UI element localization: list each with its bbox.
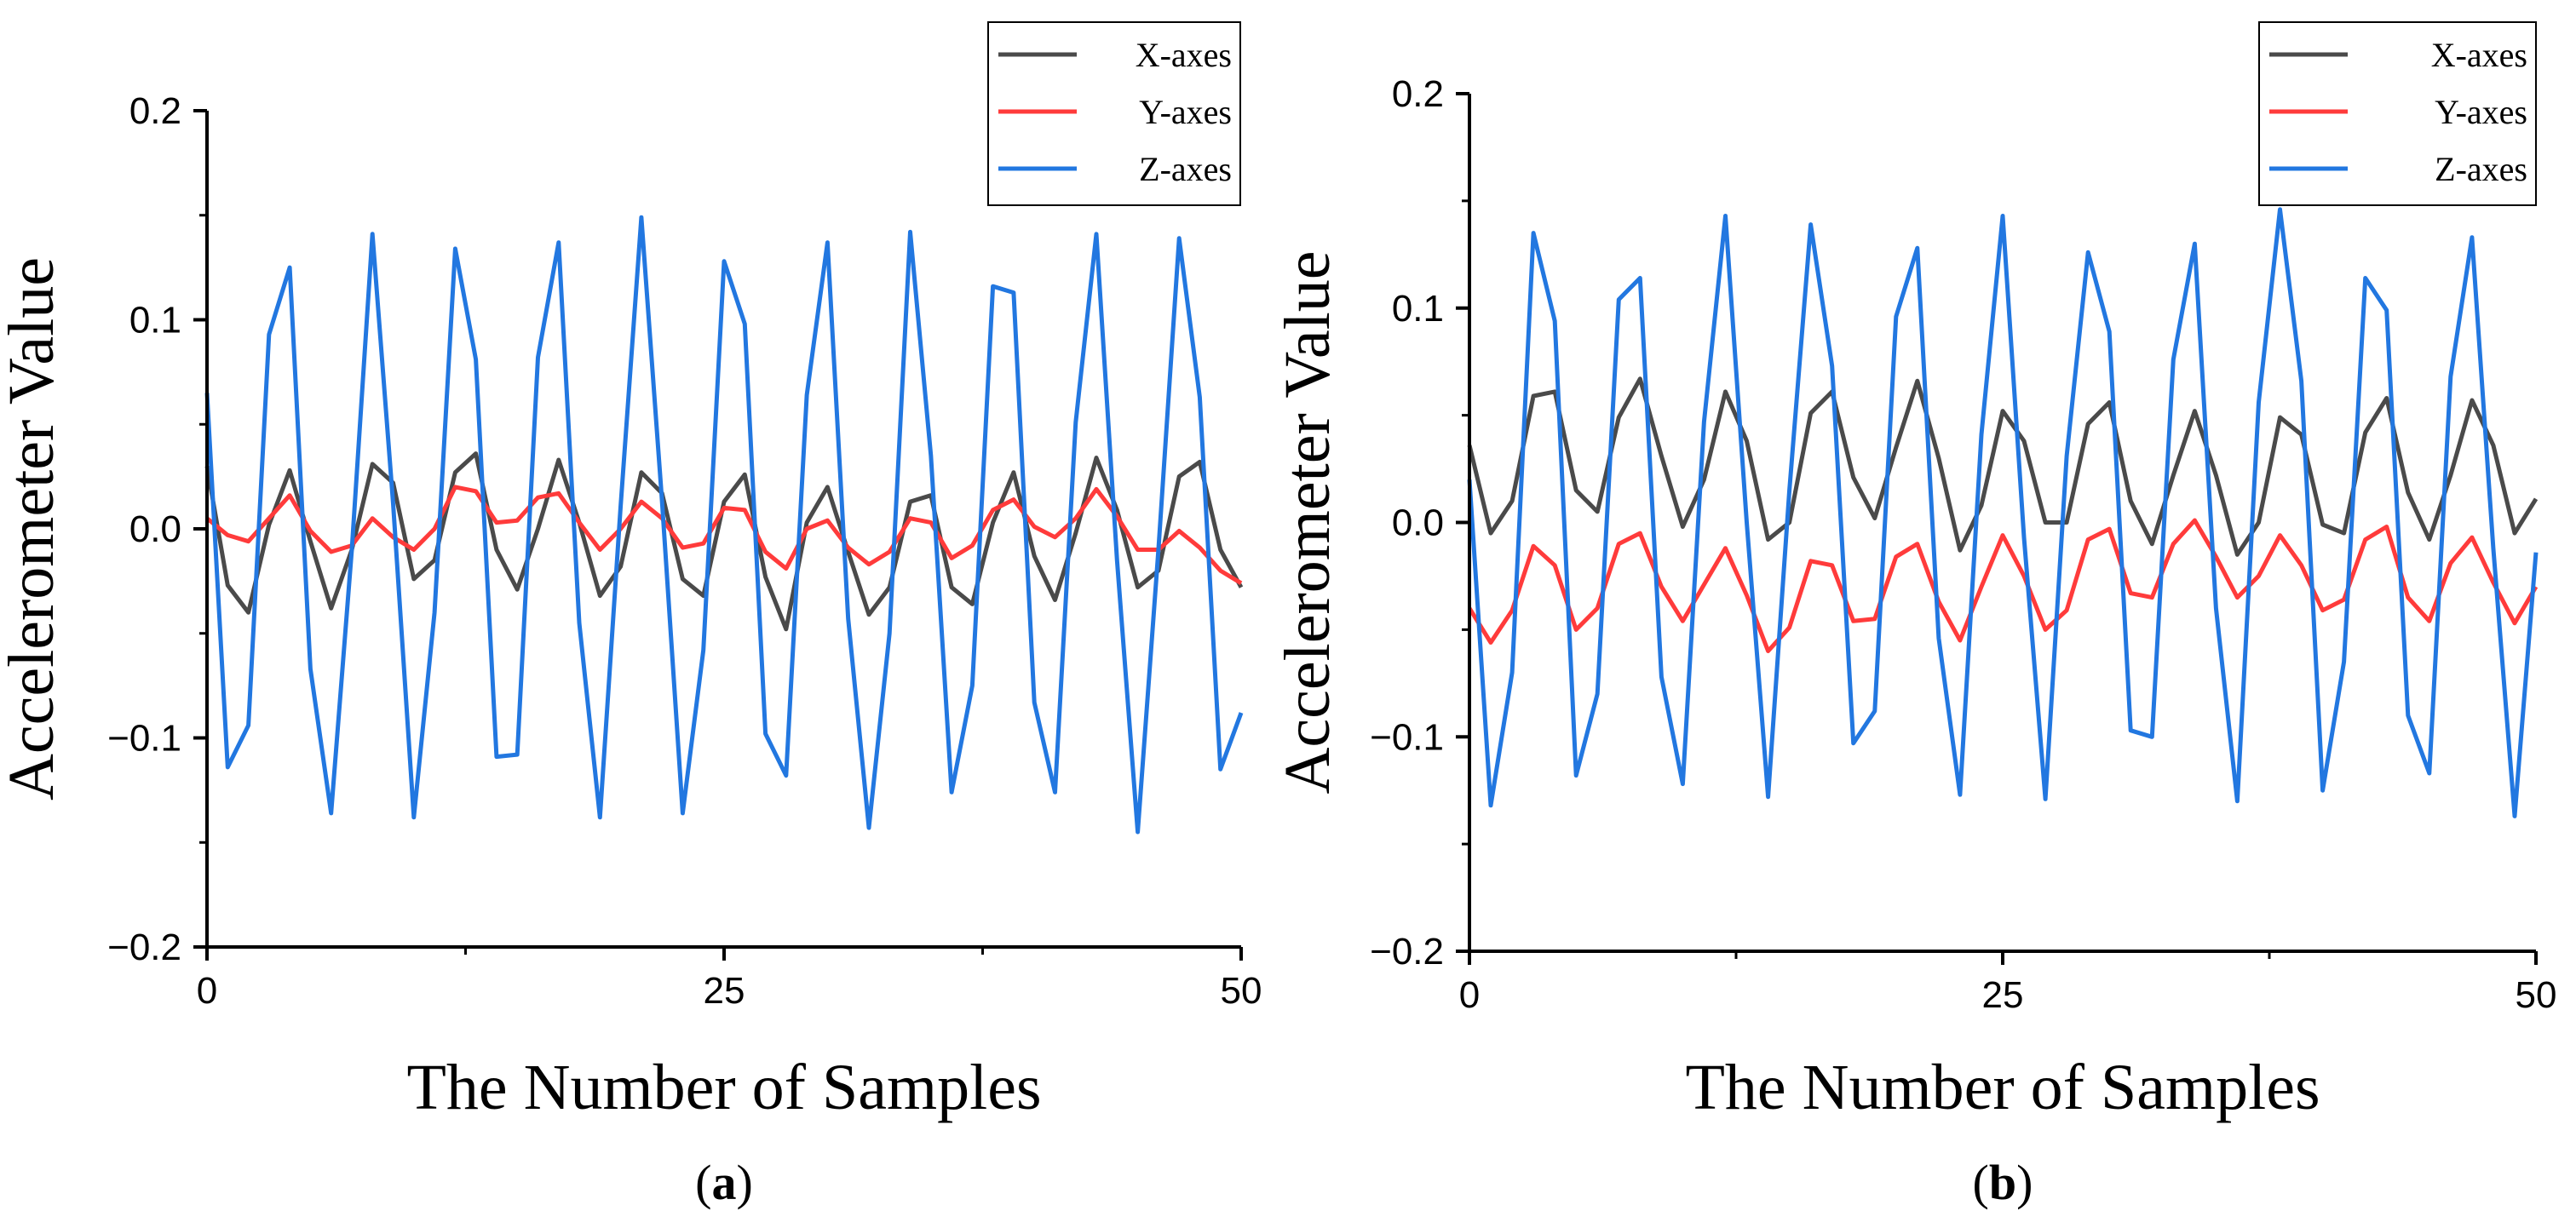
series-line-z-axes [1467,207,2539,818]
series-line-y-axes [1467,518,2539,653]
panel-label-letter: b [1989,1155,2016,1210]
y-tick-label: 0.1 [1392,288,1444,330]
y-tick-label: 0.0 [1392,502,1444,544]
x-tick-label: 50 [1221,970,1262,1012]
legend-label: X-axes [1136,36,1232,74]
x-tick-label: 50 [2516,974,2557,1016]
series-line-x-axes [1467,376,2539,557]
y-tick-label: 0.1 [129,300,181,341]
x-axis-title: The Number of Samples [406,1052,1041,1123]
x-tick-label: 25 [704,970,745,1012]
panel-label-open-paren: ( [1973,1155,1989,1210]
series-line-x-axes [204,451,1244,632]
y-axis-title: Accelerometer Value [0,257,67,800]
panel-label-letter: a [712,1155,737,1210]
x-axis-title: The Number of Samples [1685,1052,2320,1123]
legend-label: Y-axes [1139,93,1232,131]
x-tick-label: 0 [197,970,217,1012]
legend-label: Z-axes [2435,150,2527,188]
series-line-z-axes [204,215,1244,835]
y-tick-label: −0.1 [107,718,181,760]
y-tick-label: 0.2 [129,90,181,132]
y-tick-label: −0.1 [1370,716,1444,758]
panel-label-open-paren: ( [695,1155,711,1210]
legend-label: Z-axes [1139,150,1232,188]
panel-label-close-paren: ) [2016,1155,2033,1210]
y-tick-label: −0.2 [107,927,181,968]
panel-a: −0.2 −0.1 0.0 0.1 0.2 0 25 50 The Number of Samp… [0,21,1262,1210]
x-tick-label: 25 [1982,974,2024,1016]
y-tick-label: 0.0 [129,508,181,550]
legend-label: Y-axes [2435,93,2527,131]
x-tick-label: 0 [1459,974,1480,1016]
panel-label-close-paren: ) [737,1155,753,1210]
y-axis-title: Accelerometer Value [1272,251,1343,795]
panel-label: (b) [1973,1155,2033,1210]
y-tick-label: −0.2 [1370,931,1444,973]
legend-label: X-axes [2431,36,2527,74]
panel-b: −0.2 −0.1 0.0 0.1 0.2 0 25 50 The Number of Samp… [1272,21,2557,1210]
panel-label: (a) [695,1155,753,1210]
y-tick-label: 0.2 [1392,73,1444,115]
